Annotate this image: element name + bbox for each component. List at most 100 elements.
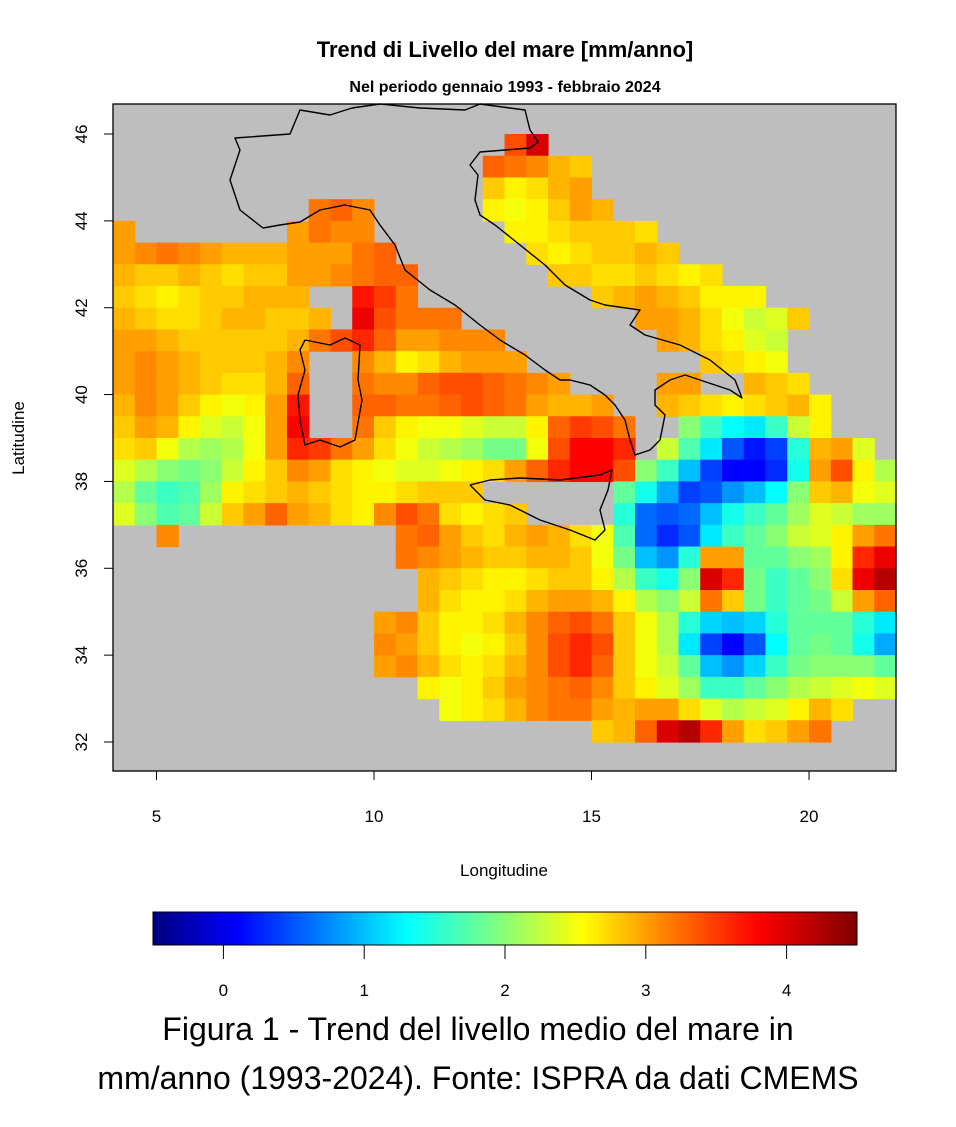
heatmap-cell	[635, 459, 658, 483]
heatmap-cell	[613, 590, 636, 613]
heatmap-cell	[678, 698, 701, 721]
heatmap-cell	[134, 242, 158, 265]
heatmap-cell	[613, 633, 636, 656]
heatmap-cell	[591, 546, 614, 569]
heatmap-cell	[417, 307, 440, 331]
heatmap-cell	[200, 329, 223, 352]
heatmap-cell	[330, 242, 353, 265]
heatmap-cell	[439, 351, 462, 374]
heatmap-cell	[569, 438, 593, 461]
heatmap-cell	[113, 220, 136, 244]
heatmap-cell	[809, 438, 832, 461]
heatmap-cell	[656, 633, 680, 656]
heatmap-cell	[178, 242, 201, 265]
heatmap-cell	[809, 568, 832, 591]
heatmap-cell	[700, 394, 723, 417]
heatmap-cell	[743, 590, 767, 613]
heatmap-cell	[439, 459, 462, 483]
heatmap-cell	[874, 633, 897, 656]
heatmap-cell	[635, 655, 658, 678]
heatmap-cell	[765, 503, 788, 526]
heatmap-cell	[156, 264, 179, 287]
heatmap-cell	[330, 264, 353, 287]
heatmap-cell	[678, 394, 701, 417]
heatmap-cell	[417, 633, 440, 656]
heatmap-cell	[548, 459, 571, 483]
heatmap-cell	[439, 633, 462, 656]
heatmap-cell	[743, 438, 767, 461]
heatmap-cell	[504, 568, 527, 591]
heatmap-cell	[613, 503, 636, 526]
heatmap-cell	[243, 459, 266, 483]
heatmap-cell	[461, 459, 484, 483]
heatmap-cell	[635, 568, 658, 591]
heatmap-cell	[787, 416, 810, 439]
heatmap-cell	[461, 698, 484, 721]
heatmap-cell	[395, 611, 419, 635]
heatmap-cell	[113, 264, 136, 287]
heatmap-cell	[265, 372, 288, 396]
heatmap-cell	[287, 242, 310, 265]
heatmap-cell	[722, 590, 745, 613]
heatmap-cell	[787, 720, 810, 743]
heatmap-cell	[134, 416, 158, 439]
heatmap-cell	[613, 524, 636, 548]
heatmap-cell	[526, 459, 549, 483]
heatmap-cell	[221, 459, 245, 483]
heatmap-cell	[613, 611, 636, 635]
heatmap-cell	[548, 546, 571, 569]
heatmap-cell	[243, 394, 266, 417]
heatmap-cell	[504, 546, 527, 569]
heatmap-cell	[395, 416, 419, 439]
heatmap-cell	[852, 633, 875, 656]
heatmap-cell	[461, 329, 484, 352]
heatmap-cell	[700, 720, 723, 743]
heatmap-cell	[874, 676, 897, 700]
heatmap-cell	[635, 720, 658, 743]
heatmap-cell	[700, 503, 723, 526]
heatmap-cell	[526, 416, 549, 439]
heatmap-cell	[287, 264, 310, 287]
heatmap-cell	[548, 611, 571, 635]
heatmap-cell	[852, 524, 875, 548]
heatmap-cell	[591, 220, 614, 244]
heatmap-cell	[526, 394, 549, 417]
heatmap-cell	[591, 590, 614, 613]
colorbar-tick-label: 2	[500, 981, 509, 1000]
heatmap-cell	[417, 329, 440, 352]
heatmap-cell	[809, 720, 832, 743]
heatmap-cell	[156, 416, 179, 439]
heatmap-cell	[765, 611, 788, 635]
heatmap-cell	[591, 264, 614, 287]
heatmap-cell	[743, 546, 767, 569]
y-tick-label: 42	[72, 298, 91, 317]
heatmap-cell	[482, 416, 506, 439]
heatmap-cell	[526, 438, 549, 461]
heatmap-cell	[461, 590, 484, 613]
heatmap-cell	[635, 524, 658, 548]
heatmap-cell	[678, 633, 701, 656]
heatmap-cell	[548, 155, 571, 179]
heatmap-cell	[765, 459, 788, 483]
heatmap-cell	[308, 459, 332, 483]
heatmap-cell	[613, 242, 636, 265]
heatmap-cell	[221, 438, 245, 461]
heatmap-cell	[504, 655, 527, 678]
heatmap-cell	[852, 503, 875, 526]
heatmap-cell	[743, 568, 767, 591]
heatmap-cell	[374, 394, 397, 417]
heatmap-cell	[352, 438, 375, 461]
heatmap-cell	[830, 611, 854, 635]
heatmap-cell	[526, 633, 549, 656]
heatmap-cell	[765, 676, 788, 700]
heatmap-cell	[439, 481, 462, 504]
heatmap-cell	[787, 698, 810, 721]
heatmap-cell	[569, 394, 593, 417]
heatmap-cell	[635, 590, 658, 613]
heatmap-cell	[504, 351, 527, 374]
heatmap-cell	[700, 546, 723, 569]
heatmap-cell	[569, 633, 593, 656]
heatmap-cell	[221, 394, 245, 417]
heatmap-cell	[504, 199, 527, 222]
heatmap-cell	[874, 503, 897, 526]
